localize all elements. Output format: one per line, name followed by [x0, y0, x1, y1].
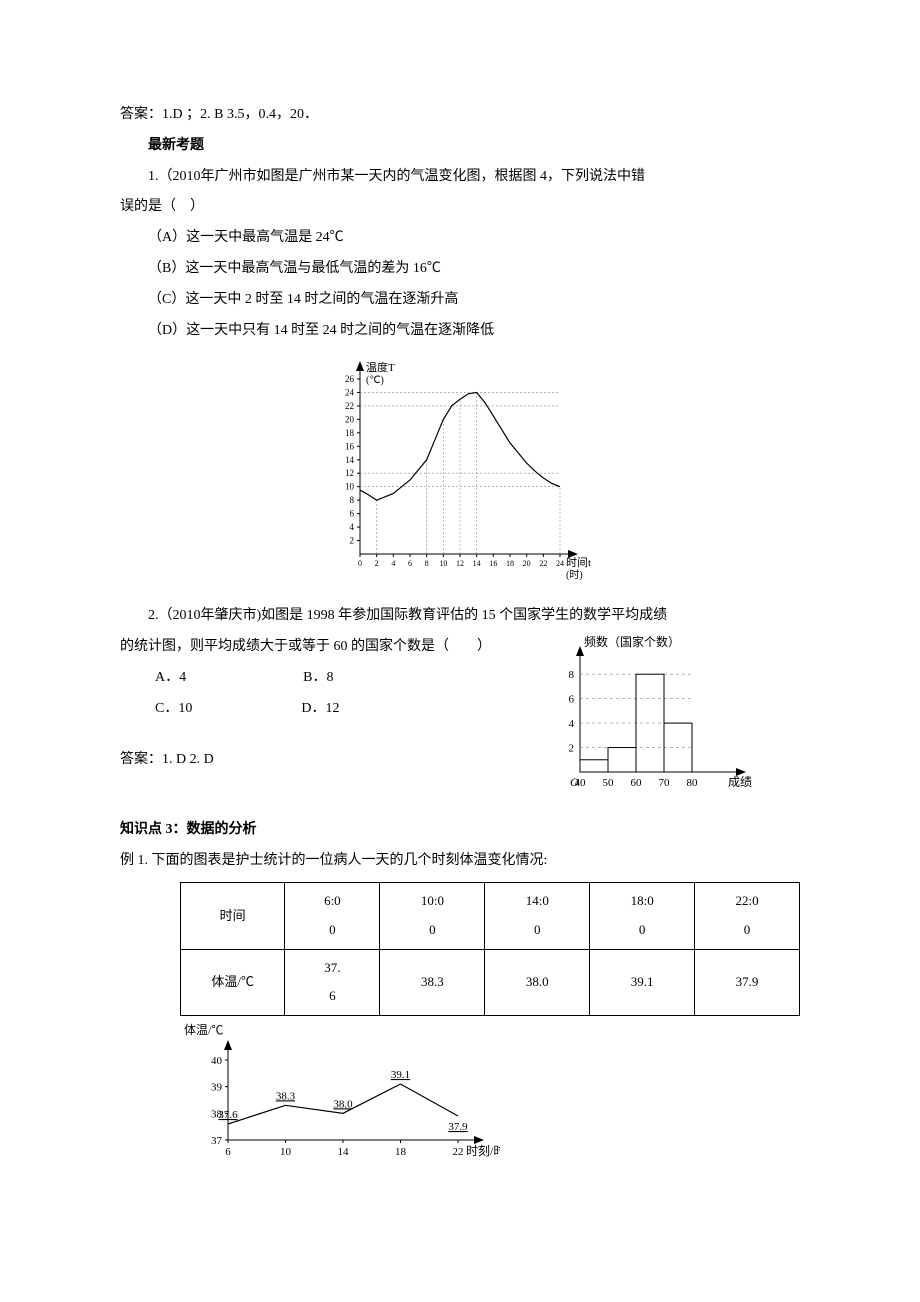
svg-text:37: 37 [211, 1135, 223, 1147]
q2-optA: A．4 [155, 670, 186, 685]
svg-text:4: 4 [569, 718, 575, 730]
answers-mid: 答案：1. D 2. D [120, 745, 540, 776]
svg-text:12: 12 [345, 469, 354, 479]
svg-text:10: 10 [345, 482, 355, 492]
svg-text:8: 8 [425, 559, 429, 568]
temperature-chart: 2468101214161820222426024681012141618202… [120, 354, 800, 597]
q1-stem-cont: 误的是（ ） [120, 192, 800, 223]
q1-optC: （C）这一天中 2 时至 14 时之间的气温在逐渐升高 [120, 285, 800, 316]
svg-text:70: 70 [659, 777, 671, 789]
q1-optA: （A）这一天中最高气温是 24℃ [120, 223, 800, 254]
svg-text:2: 2 [375, 559, 379, 568]
svg-text:22: 22 [345, 401, 354, 411]
section-latest-title: 最新考题 [120, 131, 800, 162]
svg-text:14: 14 [473, 559, 481, 568]
q2-optCD: C．10 D．12 [120, 694, 540, 725]
svg-text:18: 18 [506, 559, 514, 568]
svg-text:2: 2 [350, 536, 355, 546]
svg-text:频数（国家个数）: 频数（国家个数） [584, 634, 680, 649]
svg-text:26: 26 [345, 374, 355, 384]
q2-stem2: 的统计图，则平均成绩大于或等于 60 的国家个数是（ ） [120, 632, 540, 663]
svg-text:37.9: 37.9 [448, 1121, 468, 1133]
svg-text:22: 22 [539, 559, 547, 568]
svg-text:16: 16 [345, 442, 355, 452]
svg-text:24: 24 [556, 559, 564, 568]
svg-text:成绩: 成绩 [728, 775, 752, 789]
svg-text:39.1: 39.1 [391, 1069, 410, 1081]
svg-text:时刻/时: 时刻/时 [466, 1144, 500, 1158]
svg-text:(时): (时) [566, 569, 583, 581]
svg-text:18: 18 [395, 1146, 407, 1158]
svg-text:4: 4 [350, 522, 355, 532]
svg-text:O: O [570, 775, 579, 789]
q2-optB: B．8 [303, 670, 333, 685]
svg-text:60: 60 [631, 777, 643, 789]
svg-text:6: 6 [408, 559, 412, 568]
svg-text:时间t: 时间t [566, 556, 591, 569]
svg-text:50: 50 [603, 777, 615, 789]
svg-text:10: 10 [439, 559, 447, 568]
svg-text:6: 6 [350, 509, 355, 519]
q2-optD: D．12 [301, 701, 339, 716]
svg-text:18: 18 [345, 428, 355, 438]
svg-text:8: 8 [350, 496, 355, 506]
svg-text:16: 16 [489, 559, 497, 568]
svg-text:温度T: 温度T [366, 360, 395, 374]
body-temp-chart: 体温/℃37383940610141822时刻/时37.638.338.039.… [180, 1022, 800, 1175]
svg-text:39: 39 [211, 1081, 223, 1093]
q2-optAB: A．4 B．8 [120, 663, 540, 694]
q1-optB: （B）这一天中最高气温与最低气温的差为 16℃ [120, 254, 800, 285]
svg-text:24: 24 [345, 388, 355, 398]
svg-text:6: 6 [569, 694, 575, 706]
svg-text:6: 6 [225, 1146, 231, 1158]
q1-optD: （D）这一天中只有 14 时至 24 时之间的气温在逐渐降低 [120, 316, 800, 347]
svg-text:14: 14 [345, 455, 355, 465]
svg-text:体温/℃: 体温/℃ [184, 1023, 223, 1037]
svg-text:20: 20 [523, 559, 531, 568]
temperature-table: 时间6:0010:0014:0018:0022:00体温/℃37.638.338… [180, 882, 800, 1015]
svg-text:10: 10 [280, 1146, 292, 1158]
svg-text:38.0: 38.0 [333, 1098, 353, 1110]
svg-text:80: 80 [687, 777, 699, 789]
svg-text:2: 2 [569, 743, 575, 755]
svg-text:37.6: 37.6 [218, 1109, 238, 1121]
svg-text:12: 12 [456, 559, 464, 568]
histogram-chart: 频数（国家个数）24684050607080O成绩 [540, 632, 800, 815]
svg-text:0: 0 [358, 559, 362, 568]
q2-optC: C．10 [155, 701, 192, 716]
svg-text:40: 40 [211, 1055, 223, 1067]
svg-text:22: 22 [453, 1146, 464, 1158]
svg-text:20: 20 [345, 415, 355, 425]
svg-text:14: 14 [338, 1146, 350, 1158]
ex1-stem: 例 1. 下面的图表是护士统计的一位病人一天的几个时刻体温变化情况: [120, 846, 800, 877]
svg-text:4: 4 [391, 559, 395, 568]
q1-stem: 1.（2010年广州市如图是广州市某一天内的气温变化图，根据图 4，下列说法中错 [120, 162, 800, 193]
kp3-title: 知识点 3：数据的分析 [120, 815, 800, 846]
answers-top: 答案：1.D ；2. B 3.5，0.4，20． [120, 100, 800, 131]
svg-text:(℃): (℃) [366, 375, 384, 386]
svg-text:38.3: 38.3 [276, 1090, 296, 1102]
svg-text:8: 8 [569, 669, 575, 681]
q2-stem: 2.（2010年肇庆市)如图是 1998 年参加国际教育评估的 15 个国家学生… [120, 601, 800, 632]
